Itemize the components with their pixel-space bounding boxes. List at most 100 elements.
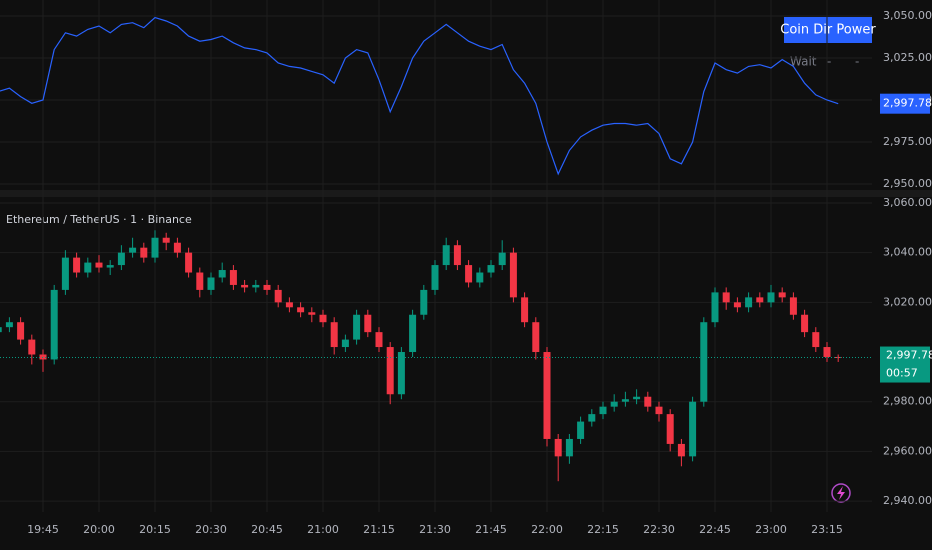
candle-body xyxy=(610,401,618,407)
x-tick-label: 22:00 xyxy=(531,523,563,536)
candle-body xyxy=(655,406,663,415)
candle-body xyxy=(341,339,349,348)
candle-body xyxy=(745,297,753,308)
x-tick-label: 22:15 xyxy=(587,523,619,536)
candle-body xyxy=(409,314,417,353)
y-tick-label: 3,020.00 xyxy=(883,295,932,308)
candle-body xyxy=(666,414,674,444)
table-cell: - xyxy=(855,55,859,69)
pane-marks xyxy=(0,230,842,482)
candle-body xyxy=(151,237,159,258)
x-tick-label: 21:00 xyxy=(307,523,339,536)
candle-body xyxy=(577,421,585,439)
last-value-label: 2,997.78 xyxy=(883,97,932,110)
last-price-bg xyxy=(880,346,930,383)
candle-body xyxy=(84,262,92,273)
last-value-bg xyxy=(880,93,930,114)
candle-body xyxy=(823,347,831,357)
table-header: Coin Dir Power xyxy=(780,23,876,38)
candle-body xyxy=(543,352,551,439)
candle-body xyxy=(50,289,58,360)
candle-body xyxy=(677,443,685,457)
candle-body xyxy=(285,302,293,308)
candle-body xyxy=(308,312,316,315)
x-tick-label: 20:30 xyxy=(195,523,227,536)
x-tick-label: 23:15 xyxy=(811,523,843,536)
x-tick-label: 22:30 xyxy=(643,523,675,536)
candle-body xyxy=(17,322,25,340)
candle-body xyxy=(73,257,81,273)
x-tick-label: 20:45 xyxy=(251,523,283,536)
table-cell: - xyxy=(827,55,831,69)
x-tick-label: 20:00 xyxy=(83,523,115,536)
alert-icon[interactable] xyxy=(831,483,851,503)
candle-body xyxy=(733,302,741,308)
alert-bolt xyxy=(837,486,845,500)
candle-body xyxy=(711,292,719,323)
candle-body xyxy=(599,406,607,415)
candle-body xyxy=(173,242,181,253)
last-price-label: 2,997.78 xyxy=(886,349,932,362)
candle-body xyxy=(5,322,13,328)
candle-body xyxy=(61,257,69,290)
indicator-line xyxy=(0,16,839,176)
candle-body xyxy=(28,339,36,355)
candle-body xyxy=(241,284,249,288)
table-header-bg xyxy=(784,17,872,43)
candle-body xyxy=(554,438,562,457)
candle-body xyxy=(330,322,338,348)
candle-body xyxy=(442,245,450,266)
x-tick-label: 23:00 xyxy=(755,523,787,536)
x-tick-label: 19:45 xyxy=(27,523,59,536)
candle-body xyxy=(386,347,394,395)
candle-body xyxy=(106,265,114,268)
candle-body xyxy=(465,265,473,283)
candle-body xyxy=(353,314,361,340)
y-tick-label: 2,960.00 xyxy=(883,444,932,457)
candle-body xyxy=(453,245,461,266)
candle-body xyxy=(218,270,226,278)
candle-body xyxy=(521,297,529,323)
candle-body xyxy=(588,414,596,422)
candle-body xyxy=(196,272,204,290)
candle-body xyxy=(532,322,540,353)
candle-body xyxy=(789,297,797,315)
candle-body xyxy=(420,289,428,315)
candle-body xyxy=(778,292,786,298)
candle-body xyxy=(509,252,517,298)
candle-body xyxy=(722,292,730,303)
candle-body xyxy=(756,297,764,303)
candle-body xyxy=(700,322,708,402)
candle-body xyxy=(252,284,260,288)
pane-separator xyxy=(0,190,932,197)
candle-body xyxy=(767,292,775,303)
y-tick-label: 3,025.00 xyxy=(883,51,932,64)
candle-body xyxy=(397,352,405,395)
candle-body xyxy=(39,354,47,360)
candle-body xyxy=(229,270,237,285)
candle-body xyxy=(297,307,305,313)
x-tick-label: 21:30 xyxy=(419,523,451,536)
candle-body xyxy=(129,247,137,253)
y-tick-label: 2,950.00 xyxy=(883,177,932,190)
candle-body xyxy=(476,272,484,283)
candle-body xyxy=(801,314,809,333)
pane-marks xyxy=(0,16,839,176)
candle-body xyxy=(644,396,652,407)
y-tick-label: 2,980.00 xyxy=(883,395,932,408)
candle-body xyxy=(812,332,820,348)
candle-body xyxy=(375,332,383,348)
x-tick-label: 20:15 xyxy=(139,523,171,536)
candle-body xyxy=(565,438,573,457)
candle-body xyxy=(95,262,103,268)
candle-body xyxy=(263,284,271,290)
candle-body xyxy=(185,252,193,273)
x-tick-label: 21:15 xyxy=(363,523,395,536)
candle-body xyxy=(319,314,327,323)
candle-body xyxy=(498,252,506,266)
candle-body xyxy=(117,252,125,266)
candle-body xyxy=(689,401,697,457)
candle-body xyxy=(162,237,170,243)
candle-body xyxy=(140,247,148,258)
